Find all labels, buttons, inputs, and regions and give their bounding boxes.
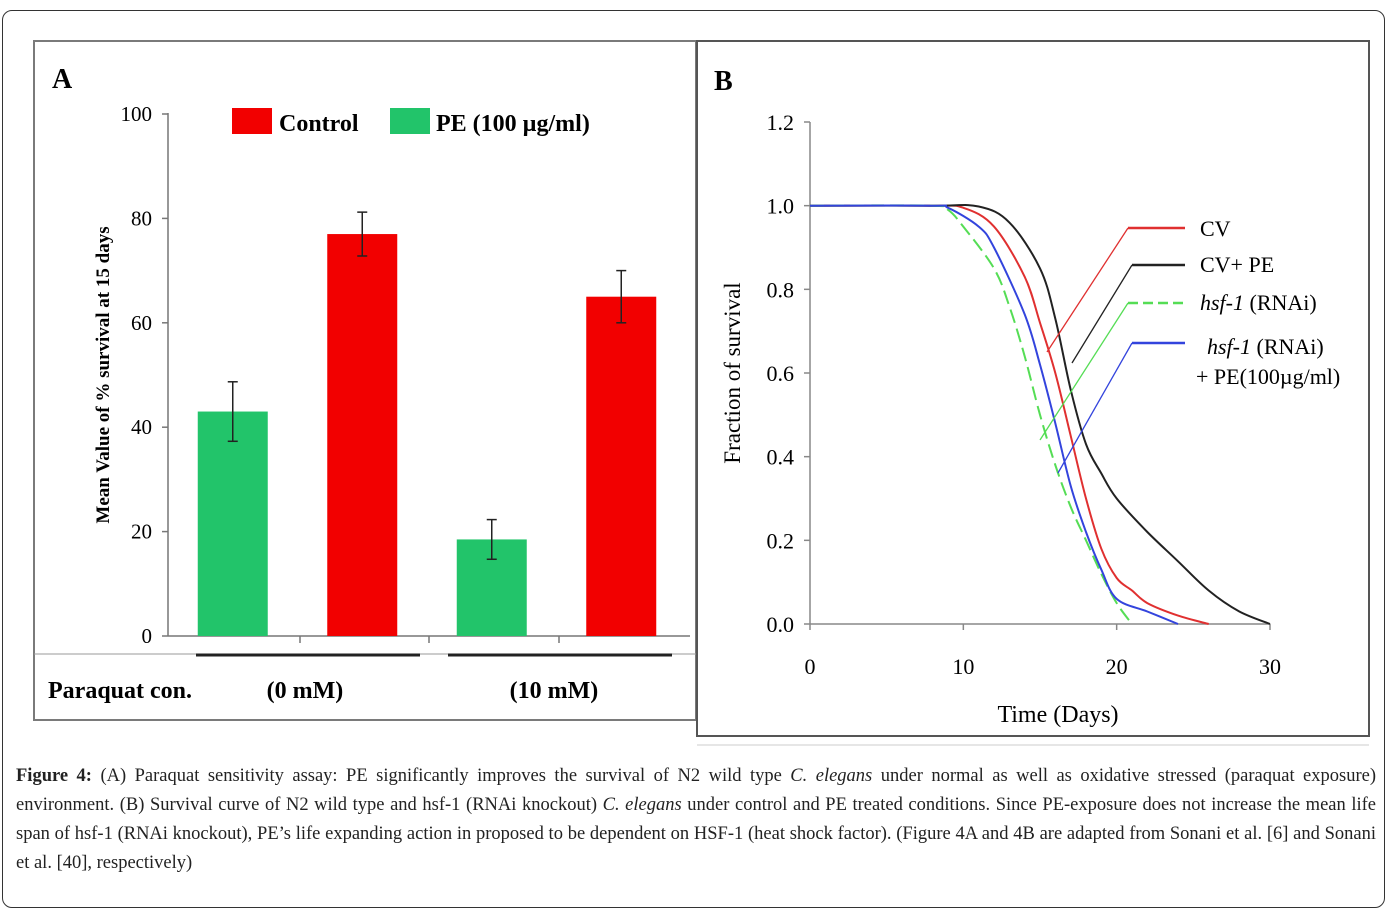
group-label-0mm: (0 mM) xyxy=(267,678,344,704)
legend-italic-gene: hsf-1 xyxy=(1207,334,1251,359)
legend-italic-gene: hsf-1 xyxy=(1200,290,1244,315)
legend-pointer-cvpe xyxy=(1071,264,1133,364)
figure-svg: A Mean Value of % survival at 15 days 0 2… xyxy=(33,40,1370,746)
panel-b-y-tick-label: 0.0 xyxy=(767,612,795,637)
series-line xyxy=(809,204,1133,625)
figure-frame xyxy=(2,10,1385,908)
panel-b-y-axis-label: Fraction of survival xyxy=(720,282,745,463)
panel-a-y-tick-label: 80 xyxy=(131,206,152,230)
panel-a-y-tick-label: 100 xyxy=(121,102,153,126)
caption-segment: (A) Paraquat sensitivity assay: PE signi… xyxy=(91,766,791,786)
legend-pointer-hsfpe xyxy=(1057,342,1133,474)
bar xyxy=(327,234,398,636)
panel-b-y-tick-label: 0.8 xyxy=(767,277,795,302)
panel-b-line-chart: B Fraction of survival Time (Days) 0.00.… xyxy=(714,66,1340,728)
panel-b-y-tick-label: 1.0 xyxy=(767,194,795,219)
series-line xyxy=(809,204,1209,625)
legend-label-hsfpe: hsf-1 (RNAi) + PE(100µg/ml) xyxy=(1196,334,1340,389)
caption-label: Figure 4: xyxy=(16,766,92,786)
caption-italic: C. elegans xyxy=(602,795,682,815)
panel-a-y-tick-label: 20 xyxy=(131,520,152,544)
legend-pointer-cv xyxy=(1046,227,1129,353)
legend-swatch-pe xyxy=(390,108,430,134)
legend-label-pe: PE (100 µg/ml) xyxy=(436,111,590,137)
paraquat-label: Paraquat con. xyxy=(48,678,192,704)
series-line xyxy=(809,204,1179,625)
panel-b-y-tick-label: 0.2 xyxy=(767,528,795,553)
panel-b-x-tick-label: 10 xyxy=(952,654,974,679)
panel-b-legend: CV CV+ PE hsf-1 (RNAi) hsf-1 (RNAi) + PE(… xyxy=(1039,216,1340,474)
panel-a-y-tick-label: 40 xyxy=(131,415,152,439)
panel-b-y-tick-label: 0.6 xyxy=(767,361,795,386)
panel-a-bars xyxy=(197,211,657,636)
caption-segment: under control and PE treated conditions.… xyxy=(16,795,1376,873)
panel-a-y-tick-label: 60 xyxy=(131,311,152,335)
legend-pointer-hsf xyxy=(1039,302,1129,441)
figure-caption: Figure 4: (A) Paraquat sensitivity assay… xyxy=(16,762,1376,878)
panel-b-y-tick-label: 0.4 xyxy=(767,445,795,470)
caption-text: (A) Paraquat sensitivity assay: PE signi… xyxy=(16,766,1376,873)
legend-label-cvpe: CV+ PE xyxy=(1200,252,1274,277)
legend-rest: (RNAi) xyxy=(1244,290,1317,315)
panel-b-x-tick-label: 30 xyxy=(1259,654,1281,679)
bar xyxy=(197,411,268,636)
panel-b-lines xyxy=(809,204,1271,625)
panel-a-bar-chart: A Mean Value of % survival at 15 days 0 2… xyxy=(34,64,696,704)
legend-rest: (RNAi) xyxy=(1251,334,1324,359)
panel-b-x-tick-label: 0 xyxy=(805,654,816,679)
legend-label-hsf: hsf-1 (RNAi) xyxy=(1200,290,1317,315)
panel-a-y-axis-label: Mean Value of % survival at 15 days xyxy=(93,226,114,523)
legend-label-control: Control xyxy=(279,111,359,137)
panel-a-label: A xyxy=(52,64,73,95)
panel-b-x-tick-label: 20 xyxy=(1106,654,1128,679)
panel-b-x-axis-label: Time (Days) xyxy=(997,702,1118,728)
panel-b-box xyxy=(696,40,1370,737)
panel-a-y-ticks: 0 20 40 60 80 100 xyxy=(121,102,168,648)
bar xyxy=(586,296,657,636)
panel-b-ticks: 0.0 0.2 0.4 0.6 0.8 1.0 1.2 0 10 20 30 xyxy=(767,110,1282,679)
panel-b-y-tick-label: 1.2 xyxy=(767,110,795,135)
caption-segment: under normal as well as oxidative stress… xyxy=(16,766,1377,815)
series-line xyxy=(809,204,1271,625)
caption-italic: C. elegans xyxy=(790,766,873,786)
panel-a-y-tick-label: 0 xyxy=(142,624,153,648)
legend-label-cv: CV xyxy=(1200,216,1231,241)
panel-b-label: B xyxy=(714,66,733,97)
legend-swatch-control xyxy=(232,108,272,134)
legend-rest-line2: + PE(100µg/ml) xyxy=(1196,364,1340,389)
group-label-10mm: (10 mM) xyxy=(510,678,599,704)
